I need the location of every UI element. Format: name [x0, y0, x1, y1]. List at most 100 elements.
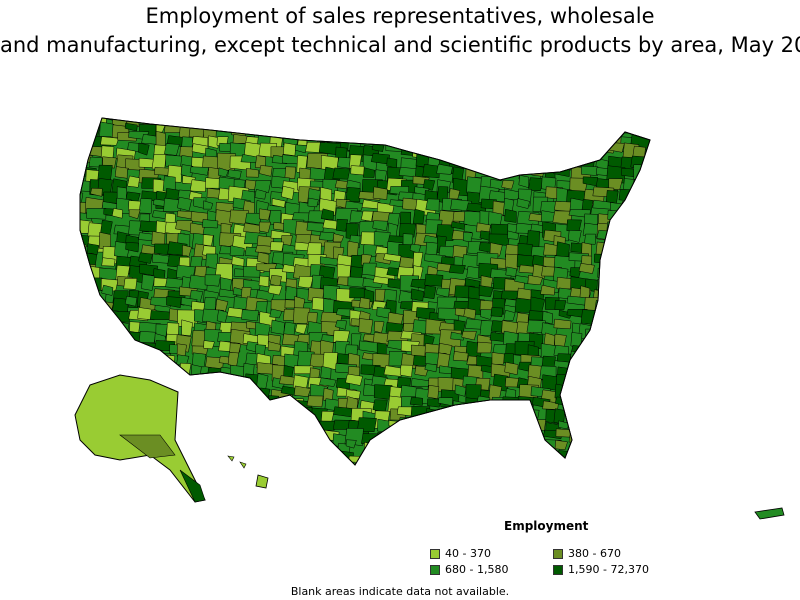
map-area	[582, 355, 598, 368]
map-area	[597, 351, 618, 368]
map-area	[607, 452, 624, 465]
map-area	[80, 119, 90, 136]
map-area	[80, 298, 89, 317]
map-area	[596, 312, 615, 327]
map-area	[360, 210, 374, 222]
map-area	[646, 320, 650, 338]
map-area	[402, 197, 418, 211]
map-area	[635, 363, 649, 374]
map-area	[332, 167, 351, 180]
map-area	[177, 406, 190, 424]
map-area	[215, 418, 233, 430]
map-area	[385, 120, 398, 134]
map-area	[505, 253, 520, 271]
map-area	[606, 254, 620, 270]
map-area	[584, 386, 598, 397]
map-area	[438, 142, 450, 160]
map-area	[606, 288, 620, 301]
map-area	[478, 285, 494, 297]
map-area	[461, 330, 477, 341]
map-area	[270, 409, 291, 421]
map-area	[465, 451, 480, 465]
map-area	[227, 408, 248, 417]
map-area	[646, 147, 650, 163]
map-area	[450, 450, 466, 462]
map-area	[514, 443, 529, 455]
map-area	[294, 144, 308, 154]
map-area	[506, 118, 518, 129]
map-area	[387, 132, 405, 144]
map-area	[182, 244, 192, 257]
map-area	[478, 135, 495, 145]
map-area	[177, 196, 192, 212]
map-area	[423, 118, 437, 124]
map-area	[528, 443, 540, 460]
legend-title: Employment	[504, 519, 589, 533]
map-area	[375, 462, 391, 465]
map-area	[634, 235, 650, 247]
map-area	[376, 432, 393, 446]
map-area	[389, 118, 404, 123]
map-area	[427, 398, 443, 408]
map-area	[489, 152, 509, 171]
map-area	[490, 124, 506, 140]
map-area	[387, 451, 406, 465]
map-area	[189, 166, 210, 176]
map-area	[648, 277, 650, 294]
map-area	[152, 351, 172, 370]
map-area	[414, 118, 431, 121]
map-area	[479, 146, 497, 162]
map-area	[463, 466, 485, 484]
map-area	[636, 198, 650, 214]
map-area	[604, 264, 620, 278]
map-area	[361, 118, 375, 124]
map-area	[258, 275, 270, 288]
map-area	[335, 218, 349, 232]
map-area	[294, 118, 313, 122]
map-area	[89, 319, 103, 333]
map-area	[450, 331, 465, 341]
map-area	[410, 461, 424, 465]
map-area	[246, 168, 259, 178]
legend-item-2: 380 - 670	[553, 547, 621, 560]
map-area	[556, 353, 572, 363]
map-area	[463, 307, 477, 320]
map-area	[101, 284, 114, 296]
legend-swatch	[553, 564, 563, 575]
map-area	[606, 421, 624, 440]
map-area	[591, 440, 606, 454]
map-area	[297, 275, 314, 289]
map-area	[649, 118, 650, 129]
map-area	[227, 352, 240, 367]
map-area	[617, 267, 635, 278]
legend-swatch	[430, 564, 440, 575]
map-area	[557, 145, 578, 165]
map-area	[349, 120, 362, 138]
map-area	[636, 266, 650, 280]
map-area	[644, 440, 650, 451]
map-area	[152, 118, 164, 122]
map-area	[338, 121, 349, 138]
map-area	[257, 418, 272, 429]
map-area	[254, 454, 275, 465]
map-area	[572, 135, 583, 153]
map-area	[608, 344, 625, 355]
map-area	[491, 441, 512, 451]
map-area	[345, 200, 364, 211]
map-area	[645, 395, 650, 413]
map-area	[400, 136, 420, 150]
map-area	[478, 442, 498, 460]
map-area	[427, 438, 450, 454]
map-area	[271, 420, 284, 433]
map-area	[452, 121, 474, 137]
map-area	[333, 233, 345, 243]
map-area	[201, 118, 220, 124]
map-area	[80, 364, 95, 380]
map-area	[125, 242, 140, 253]
map-area	[424, 363, 438, 373]
map-area	[454, 384, 467, 397]
map-area	[620, 309, 635, 328]
map-area	[424, 432, 446, 445]
map-area	[117, 345, 129, 360]
map-area	[189, 179, 207, 193]
